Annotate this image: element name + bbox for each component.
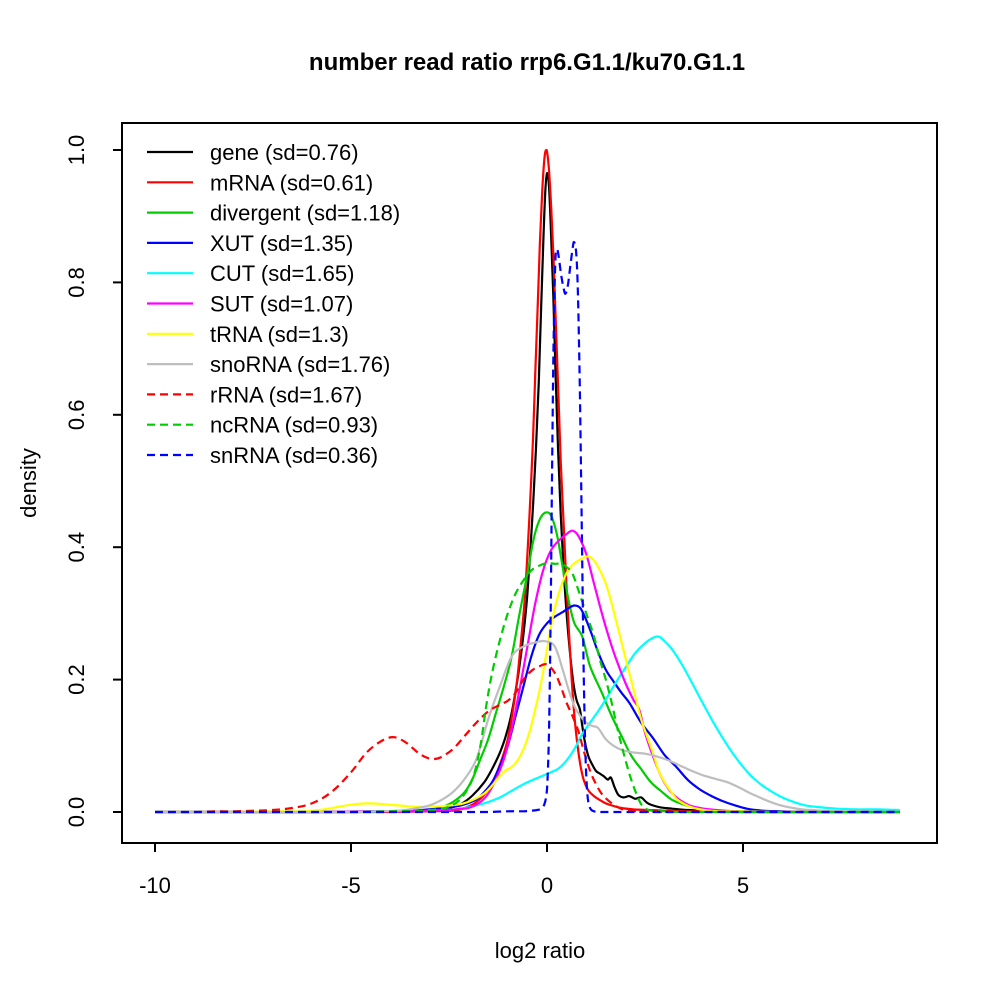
curve-snRNA (155, 240, 900, 814)
legend-label-divergent: divergent (sd=1.18) (210, 201, 400, 226)
curve-mRNA (155, 148, 900, 814)
legend: gene (sd=0.76) mRNA (sd=0.61) divergent (s… (147, 140, 400, 468)
legend-label-ncRNA: ncRNA (sd=0.93) (210, 413, 378, 438)
x-tick-label: -10 (139, 873, 171, 898)
legend-label-XUT: XUT (sd=1.35) (210, 231, 353, 256)
y-axis-label: density (16, 448, 41, 518)
plot-box (121, 122, 938, 844)
curve-rRNA (155, 662, 900, 814)
x-tick-label: 0 (541, 873, 553, 898)
curve-CUT (155, 635, 900, 814)
legend-item-CUT: CUT (sd=1.65) (147, 261, 354, 286)
curve-gene (155, 172, 900, 814)
legend-label-tRNA: tRNA (sd=1.3) (210, 322, 349, 347)
y-tick-label: 1.0 (64, 135, 89, 166)
legend-label-CUT: CUT (sd=1.65) (210, 261, 354, 286)
curve-XUT (155, 604, 900, 814)
legend-item-ncRNA: ncRNA (sd=0.93) (147, 413, 378, 438)
legend-item-divergent: divergent (sd=1.18) (147, 201, 400, 226)
curve-tRNA (155, 555, 900, 814)
legend-label-SUT: SUT (sd=1.07) (210, 292, 353, 317)
legend-label-gene: gene (sd=0.76) (210, 140, 359, 165)
x-tick-label: -5 (341, 873, 361, 898)
y-tick-label: 0.4 (64, 532, 89, 563)
plot-title: number read ratio rrp6.G1.1/ku70.G1.1 (309, 49, 745, 76)
y-tick-label: 0.6 (64, 400, 89, 431)
legend-label-mRNA: mRNA (sd=0.61) (210, 170, 373, 195)
legend-item-rRNA: rRNA (sd=1.67) (147, 382, 362, 407)
legend-item-tRNA: tRNA (sd=1.3) (147, 322, 349, 347)
legend-item-snRNA: snRNA (sd=0.36) (147, 443, 378, 468)
legend-label-snRNA: snRNA (sd=0.36) (210, 443, 378, 468)
y-tick-label: 0.8 (64, 267, 89, 298)
legend-item-SUT: SUT (sd=1.07) (147, 292, 353, 317)
density-curves (155, 148, 900, 814)
y-axis: 0.0 0.2 0.4 0.6 0.8 1.0 (64, 135, 122, 828)
legend-item-mRNA: mRNA (sd=0.61) (147, 170, 373, 195)
legend-label-snoRNA: snoRNA (sd=1.76) (210, 352, 390, 377)
legend-item-XUT: XUT (sd=1.35) (147, 231, 353, 256)
y-tick-label: 0.0 (64, 797, 89, 828)
legend-item-snoRNA: snoRNA (sd=1.76) (147, 352, 390, 377)
x-tick-label: 5 (737, 873, 749, 898)
curve-ncRNA (155, 561, 900, 814)
curve-snoRNA (155, 639, 900, 814)
y-tick-label: 0.2 (64, 664, 89, 695)
x-axis-label: log2 ratio (495, 938, 586, 963)
x-axis: -10 -5 0 5 (139, 843, 749, 898)
legend-label-rRNA: rRNA (sd=1.67) (210, 382, 362, 407)
legend-item-gene: gene (sd=0.76) (147, 140, 359, 165)
